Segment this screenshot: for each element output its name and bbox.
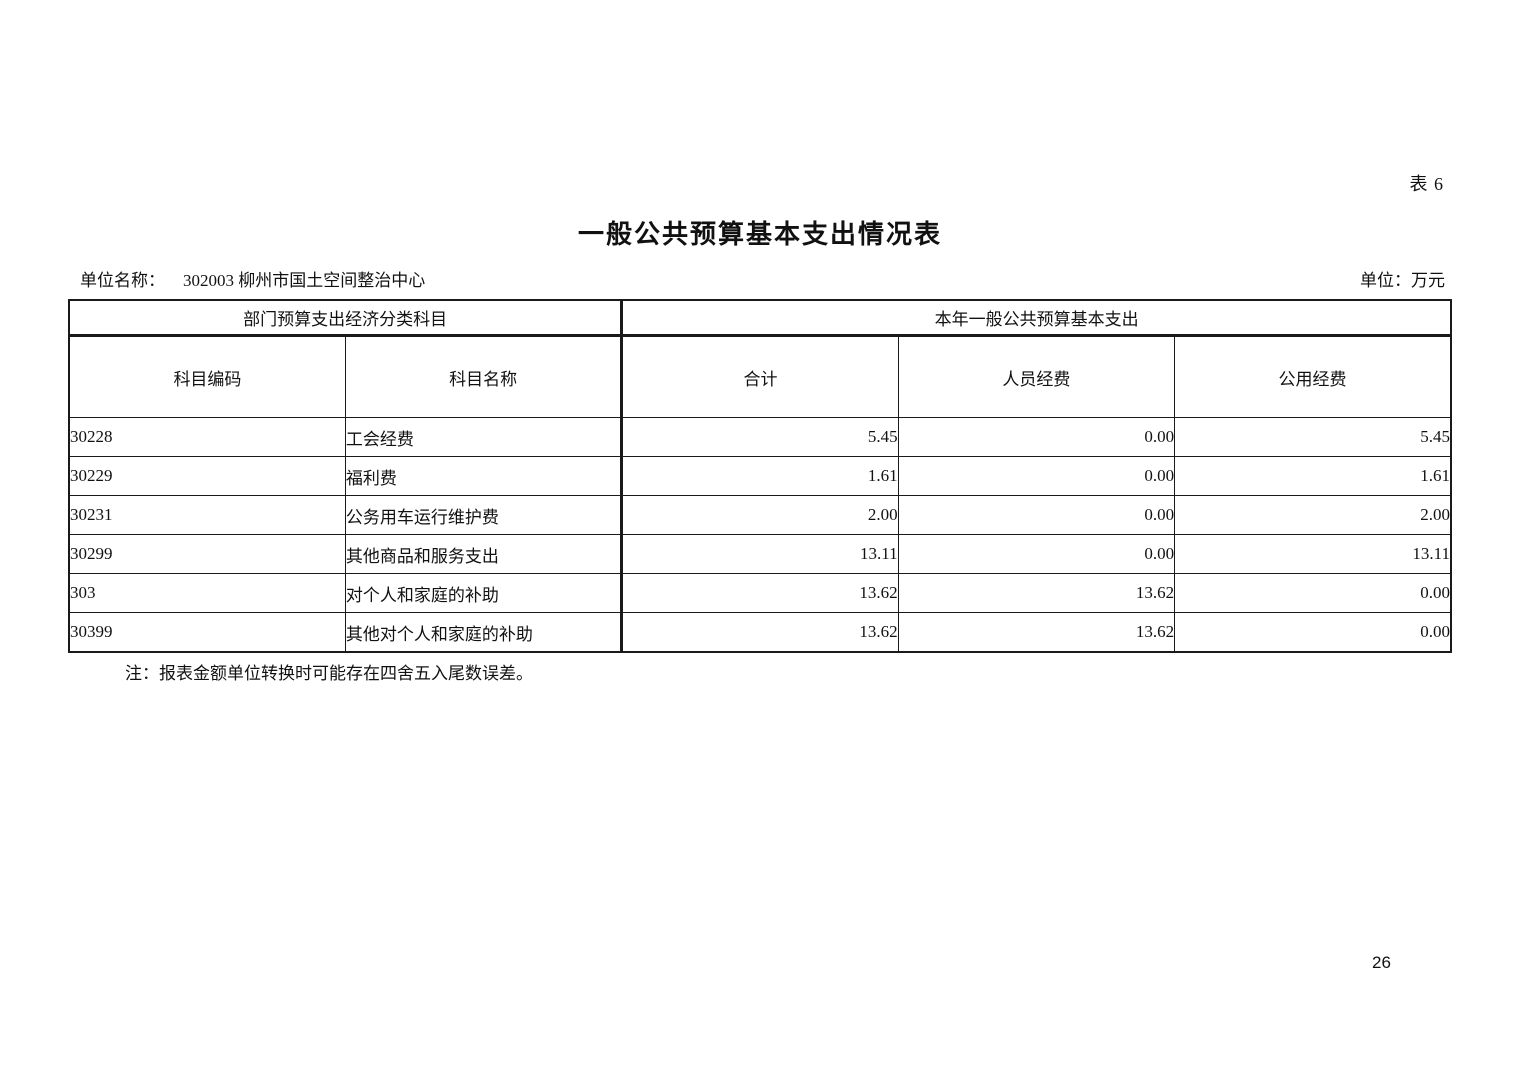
table-cell: 2.00	[1174, 495, 1452, 535]
table-row: 30228 工会经费 5.45 0.00 5.45	[68, 417, 1452, 457]
table-cell: 对个人和家庭的补助	[344, 573, 623, 613]
table-cell: 工会经费	[344, 417, 623, 457]
table-cell: 303	[68, 573, 346, 613]
footnote: 注：报表金额单位转换时可能存在四舍五入尾数误差。	[125, 664, 533, 683]
budget-table: 部门预算支出经济分类科目 本年一般公共预算基本支出 科目编码 科目名称 合计 人…	[68, 299, 1452, 653]
table-cell: 0.00	[897, 495, 1176, 535]
page-title: 一般公共预算基本支出情况表	[577, 220, 942, 249]
table-row: 30299 其他商品和服务支出 13.11 0.00 13.11	[68, 534, 1452, 574]
table-cell: 5.45	[620, 417, 899, 457]
group-header-basic-expenditure: 本年一般公共预算基本支出	[620, 299, 1452, 337]
table-cell: 5.45	[1174, 417, 1452, 457]
table-cell: 公务用车运行维护费	[344, 495, 623, 535]
table-cell: 2.00	[620, 495, 899, 535]
table-cell: 1.61	[1174, 456, 1452, 496]
column-header-public-funds: 公用经费	[1174, 335, 1452, 418]
column-header-row: 科目编码 科目名称 合计 人员经费 公用经费	[68, 335, 1452, 418]
table-cell: 13.11	[1174, 534, 1452, 574]
table-cell: 13.62	[897, 612, 1176, 653]
unit-name-value: 302003 柳州市国土空间整治中心	[183, 271, 426, 290]
table-cell: 0.00	[897, 417, 1176, 457]
currency-unit-label: 单位：万元	[1360, 271, 1445, 290]
table-cell: 30299	[68, 534, 346, 574]
column-header-total: 合计	[620, 335, 899, 418]
table-number-label: 表 6	[1409, 174, 1444, 194]
page-number: 26	[1372, 953, 1391, 972]
table-body: 30228 工会经费 5.45 0.00 5.45 30229 福利费 1.61 0.00 1.6…	[68, 417, 1452, 653]
table-row: 30231 公务用车运行维护费 2.00 0.00 2.00	[68, 495, 1452, 535]
table-cell: 30399	[68, 612, 346, 653]
table-row: 30229 福利费 1.61 0.00 1.61	[68, 456, 1452, 496]
group-header-row: 部门预算支出经济分类科目 本年一般公共预算基本支出	[68, 299, 1452, 337]
table-cell: 其他对个人和家庭的补助	[344, 612, 623, 653]
column-header-personnel-funds: 人员经费	[897, 335, 1176, 418]
table-cell: 0.00	[897, 534, 1176, 574]
table-cell: 13.62	[620, 612, 899, 653]
table-cell: 13.62	[620, 573, 899, 613]
table-row: 303 对个人和家庭的补助 13.62 13.62 0.00	[68, 573, 1452, 613]
table-cell: 其他商品和服务支出	[344, 534, 623, 574]
table-cell: 30229	[68, 456, 346, 496]
table-cell: 0.00	[1174, 573, 1452, 613]
table-cell: 13.11	[620, 534, 899, 574]
table-cell: 13.62	[897, 573, 1176, 613]
table-cell: 福利费	[344, 456, 623, 496]
table-cell: 1.61	[620, 456, 899, 496]
unit-name-label: 单位名称：	[80, 271, 165, 290]
table-cell: 30228	[68, 417, 346, 457]
column-header-subject-name: 科目名称	[344, 335, 623, 418]
table-cell: 0.00	[897, 456, 1176, 496]
table-cell: 0.00	[1174, 612, 1452, 653]
column-header-subject-code: 科目编码	[68, 335, 346, 418]
meta-row: 单位名称： 302003 柳州市国土空间整治中心 单位：万元	[80, 266, 1445, 290]
group-header-classification: 部门预算支出经济分类科目	[68, 299, 623, 337]
table-row: 30399 其他对个人和家庭的补助 13.62 13.62 0.00	[68, 612, 1452, 653]
unit-name-line: 单位名称： 302003 柳州市国土空间整治中心	[80, 266, 425, 291]
table-cell: 30231	[68, 495, 346, 535]
